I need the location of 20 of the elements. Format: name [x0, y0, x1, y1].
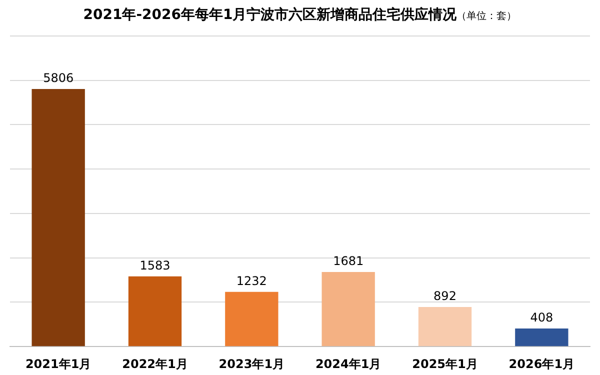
x-tick-label: 2022年1月	[122, 356, 188, 371]
data-label: 408	[530, 310, 554, 325]
chart-subtitle: （单位：套）	[456, 11, 517, 22]
bar	[225, 292, 278, 346]
bar	[32, 88, 85, 346]
data-label: 892	[434, 289, 456, 304]
data-label: 1681	[333, 254, 364, 268]
bar	[128, 276, 182, 346]
chart-title: 2021年-2026年每年1月宁波市六区新增商品住宅供应情况	[83, 7, 457, 23]
bar	[515, 328, 568, 346]
data-label: 1232	[236, 274, 267, 288]
x-tick-label: 2024年1月	[315, 356, 382, 371]
x-tick-label: 2023年1月	[218, 356, 285, 371]
x-tick-label: 2021年1月	[25, 356, 92, 371]
x-tick-label: 2026年1月	[508, 356, 575, 371]
data-label: 5806	[43, 71, 74, 86]
x-tick-label: 2025年1月	[412, 356, 478, 371]
bar	[418, 307, 472, 346]
bar	[322, 272, 375, 346]
data-label: 1583	[140, 258, 170, 272]
